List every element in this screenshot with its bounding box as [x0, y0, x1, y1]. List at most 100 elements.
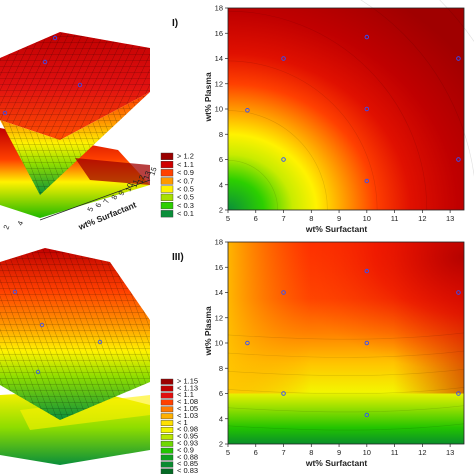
surface-tick-label: 10 — [123, 182, 134, 193]
surface-tick-label: 13 — [141, 170, 152, 181]
design-point — [456, 157, 461, 162]
design-point — [281, 56, 286, 61]
legend-label: < 0.5 — [177, 193, 194, 202]
x-tick-label: 11 — [391, 448, 399, 457]
surface-tick-label: 2 — [1, 224, 11, 231]
design-point — [281, 391, 286, 396]
surface-point — [77, 82, 83, 88]
design-point — [364, 34, 370, 40]
surface-tick-label: 8 — [109, 194, 119, 201]
x-tick-label: 5 — [226, 214, 230, 223]
panel-label: III) — [172, 252, 184, 263]
contour-line — [227, 159, 279, 211]
design-point — [456, 290, 461, 295]
contour-line — [227, 405, 465, 413]
contour-line — [227, 387, 465, 395]
design-point — [364, 340, 370, 346]
surface-point — [97, 339, 103, 345]
legend-swatch — [160, 210, 174, 218]
x-tick-label: 8 — [309, 214, 313, 223]
legend-swatch — [160, 468, 174, 474]
legend-label: < 0.85 — [177, 459, 198, 468]
contour-line — [360, 0, 474, 178]
legend-swatch — [160, 392, 174, 399]
x-tick-label: 12 — [418, 448, 426, 457]
surface-tick-label: 15 — [147, 166, 158, 177]
contour-field — [228, 8, 464, 210]
x-tick-label: 11 — [391, 214, 399, 223]
legend-label: < 0.3 — [177, 201, 194, 210]
y-tick-label: 12 — [215, 313, 223, 322]
legend-label: < 0.88 — [177, 452, 198, 461]
design-point — [245, 108, 250, 113]
legend-swatch — [160, 185, 174, 193]
contour-line — [227, 350, 465, 358]
surface-plot-lower — [0, 248, 150, 465]
y-tick-label: 2 — [219, 206, 223, 215]
surface-tick-label: 4 — [15, 220, 25, 227]
surface-point — [39, 322, 45, 328]
legend-label: < 0.93 — [177, 439, 198, 448]
x-tick-label: 8 — [309, 448, 313, 457]
x-tick-label: 6 — [254, 448, 258, 457]
panel-label: I) — [172, 18, 178, 29]
contour-line — [227, 10, 428, 211]
design-point — [456, 391, 461, 396]
contour-overlay — [228, 242, 464, 394]
legend-label: < 1.1 — [177, 160, 194, 169]
y-tick-label: 8 — [219, 364, 223, 373]
legend-swatch — [160, 193, 174, 201]
design-point — [364, 178, 370, 184]
legend-upper: > 1.2< 1.1< 0.9< 0.7< 0.5< 0.5< 0.3< 0.1 — [160, 152, 194, 218]
legend-label: < 1 — [177, 418, 188, 427]
legend-lower: > 1.15< 1.13< 1.1< 1.08< 1.05< 1.03< 1< … — [160, 376, 198, 474]
legend-label: < 0.9 — [177, 445, 194, 454]
surface-point — [2, 110, 8, 116]
contour-plot-upper: 5 6 7 8 9 10 11 12 13 2 4 6 8 10 12 14 16 18 wt% Surfactan… — [172, 0, 474, 234]
legend-swatch — [160, 454, 174, 461]
y-tick-label: 12 — [215, 79, 223, 88]
surface-point — [35, 369, 41, 375]
legend-label: < 1.05 — [177, 404, 198, 413]
y-tick-label: 16 — [215, 29, 223, 38]
contour-line — [227, 60, 378, 211]
y-tick-label: 8 — [219, 130, 223, 139]
surface-design-points — [12, 289, 103, 375]
surface-point — [52, 35, 58, 41]
surface-tick-label: 9 — [116, 190, 126, 197]
y-axis-label: wt% Plasma — [203, 306, 213, 356]
y-tick-label: 14 — [215, 54, 223, 63]
y-tick-label: 14 — [215, 288, 223, 297]
contour-line — [227, 423, 465, 431]
legend-swatch — [160, 413, 174, 420]
contour-line — [227, 368, 465, 376]
surface-point — [12, 289, 18, 295]
legend-swatch — [160, 420, 174, 426]
x-tick-label: 12 — [418, 214, 426, 223]
legend-swatch — [160, 385, 174, 392]
y-tick-label: 10 — [215, 339, 223, 348]
legend-swatch — [160, 177, 174, 185]
surface-tick-label: 11 — [129, 178, 140, 188]
y-tick-label: 10 — [215, 105, 223, 114]
surface-tick-label: 6 — [93, 202, 103, 209]
x-tick-label: 6 — [254, 214, 258, 223]
y-axis-label: wt% Plasma — [203, 72, 213, 122]
legend-swatch — [160, 160, 174, 169]
legend-swatch — [160, 434, 174, 440]
x-tick-label: 7 — [281, 448, 285, 457]
legend-swatch — [160, 378, 174, 385]
x-tick-label: 9 — [337, 214, 341, 223]
design-point — [364, 268, 370, 274]
legend-swatch — [160, 461, 174, 468]
x-tick-label: 9 — [337, 448, 341, 457]
contour-plot-lower: 5 6 7 8 9 10 11 12 13 2 4 6 8 10 12 14 16 18 wt% Surfactan… — [172, 238, 465, 468]
surface-tick-label: 12 — [135, 174, 146, 185]
y-tick-label: 4 — [219, 180, 223, 189]
legend-label: < 1.03 — [177, 411, 198, 420]
legend-swatch — [160, 169, 174, 177]
x-axis-label: wt% Surfactant — [305, 458, 368, 468]
legend-label: < 0.98 — [177, 425, 198, 434]
